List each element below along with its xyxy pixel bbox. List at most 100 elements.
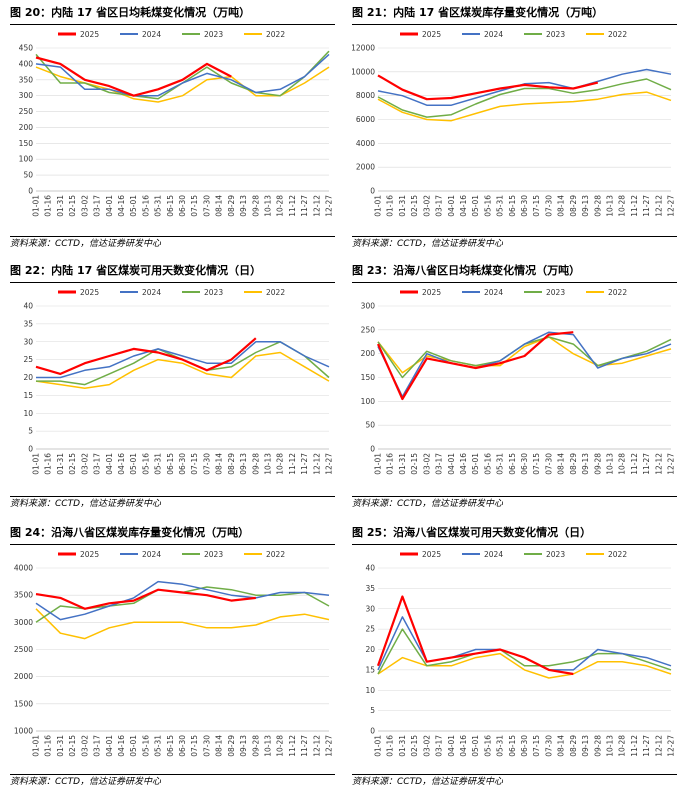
- legend-label-2025: 2025: [422, 288, 441, 297]
- x-tick-label: 05-01: [129, 735, 138, 757]
- x-tick-label: 08-14: [557, 195, 566, 217]
- y-tick-label: 200: [361, 349, 376, 358]
- x-tick-label: 01-31: [398, 195, 407, 217]
- x-tick-label: 09-28: [593, 195, 602, 217]
- x-tick-label: 05-01: [471, 735, 480, 757]
- series-line-2025: [377, 74, 599, 101]
- x-tick-label: 10-13: [605, 453, 614, 475]
- y-tick-label: 40: [365, 564, 375, 573]
- x-tick-label: 10-13: [263, 735, 272, 757]
- series-line-2022: [377, 91, 672, 122]
- y-tick-label: 300: [19, 91, 34, 100]
- x-tick-label: 06-15: [508, 735, 517, 757]
- x-tick-label: 08-29: [569, 735, 578, 757]
- x-tick-label: 01-01: [32, 195, 41, 217]
- x-tick-label: 04-16: [459, 453, 468, 475]
- y-tick-label: 250: [19, 107, 34, 116]
- legend-label-2024: 2024: [142, 550, 161, 559]
- series-line-2025: [35, 588, 256, 610]
- y-tick-label: 20: [23, 373, 33, 382]
- x-tick-label: 07-30: [202, 195, 211, 217]
- x-tick-label: 08-29: [227, 735, 236, 757]
- x-tick-label: 10-28: [618, 735, 627, 757]
- y-tick-label: 35: [23, 319, 33, 328]
- x-tick-label: 10-28: [618, 453, 627, 475]
- series-line-2022: [35, 608, 330, 640]
- chart-title: 图 23：沿海八省区日均耗煤变化情况（万吨）: [352, 264, 581, 277]
- y-tick-label: 0: [370, 727, 375, 736]
- chart-panel-coastal-daily-consumption: 图 23：沿海八省区日均耗煤变化情况（万吨） 2025 2024 2023 2022 0…: [352, 262, 677, 518]
- line-chart: 2025 2024 2023 2022 0 50 100 150 200 250 300 350 400…: [19, 30, 334, 217]
- x-tick-label: 01-31: [398, 453, 407, 475]
- legend-label-2024: 2024: [484, 550, 503, 559]
- x-tick-label: 07-15: [532, 735, 541, 757]
- x-tick-label: 03-17: [93, 453, 102, 475]
- x-tick-label: 04-16: [459, 195, 468, 217]
- x-tick-label: 04-01: [105, 735, 114, 757]
- x-tick-label: 12-27: [325, 195, 334, 217]
- chart-panel-inland-available-days: 图 22：内陆 17 省区煤炭可用天数变化情况（日） 2025 2024 2023 2…: [10, 262, 335, 518]
- y-tick-label: 0: [28, 187, 33, 196]
- y-tick-label: 0: [370, 445, 375, 454]
- x-tick-label: 05-31: [496, 453, 505, 475]
- chart-panel-inland-daily-consumption: 图 20：内陆 17 省区日均耗煤变化情况（万吨） 2025 2024 2023 20…: [10, 4, 335, 260]
- y-tick-label: 2000: [356, 163, 375, 172]
- x-tick-label: 11-12: [288, 195, 297, 217]
- legend-label-2025: 2025: [80, 288, 99, 297]
- y-tick-label: 6000: [356, 115, 375, 124]
- x-tick-label: 02-15: [410, 195, 419, 217]
- x-tick-label: 05-16: [141, 735, 150, 757]
- series-line-2023: [35, 50, 330, 100]
- source-note: 资料来源：CCTD，信达证券研发中心: [352, 499, 503, 509]
- series-line-2025: [376, 331, 574, 401]
- x-tick-label: 06-30: [520, 735, 529, 757]
- x-tick-label: 04-16: [117, 453, 126, 475]
- y-tick-label: 35: [365, 584, 375, 593]
- legend-label-2025: 2025: [80, 30, 99, 39]
- x-tick-label: 01-31: [398, 735, 407, 757]
- x-tick-label: 06-30: [520, 453, 529, 475]
- x-tick-label: 04-01: [447, 453, 456, 475]
- x-tick-label: 11-27: [642, 195, 651, 217]
- x-tick-label: 02-15: [68, 453, 77, 475]
- chart-title: 图 24：沿海八省区煤炭库存量变化情况（万吨）: [10, 526, 250, 539]
- chart-title: 图 22：内陆 17 省区煤炭可用天数变化情况（日）: [10, 264, 262, 277]
- legend: 2025 2024 2023 2022: [400, 30, 627, 39]
- series-line-2023: [377, 78, 672, 118]
- x-tick-label: 03-02: [422, 195, 431, 217]
- x-tick-label: 11-27: [642, 453, 651, 475]
- y-tick-label: 250: [361, 325, 376, 334]
- x-tick-label: 08-14: [557, 453, 566, 475]
- series-line-2025: [35, 337, 257, 376]
- x-tick-label: 01-01: [374, 453, 383, 475]
- x-tick-label: 01-31: [56, 735, 65, 757]
- x-tick-label: 03-17: [93, 195, 102, 217]
- x-tick-label: 11-27: [300, 453, 309, 475]
- x-tick-label: 12-12: [654, 195, 663, 217]
- legend-label-2022: 2022: [608, 288, 627, 297]
- x-tick-label: 09-28: [251, 735, 260, 757]
- x-tick-label: 08-14: [557, 735, 566, 757]
- y-tick-label: 30: [365, 604, 375, 613]
- x-tick-label: 03-17: [435, 453, 444, 475]
- x-tick-label: 12-12: [312, 453, 321, 475]
- title-rule: [352, 282, 677, 283]
- chart-panel-inland-inventory: 图 21：内陆 17 省区煤炭库存量变化情况（万吨） 2025 2024 2023 2…: [352, 4, 677, 260]
- x-tick-label: 08-29: [227, 453, 236, 475]
- y-tick-label: 200: [19, 123, 34, 132]
- title-rule: [352, 24, 677, 25]
- legend-label-2023: 2023: [546, 30, 565, 39]
- x-tick-label: 11-27: [300, 735, 309, 757]
- legend-label-2024: 2024: [484, 30, 503, 39]
- x-tick-label: 05-16: [483, 453, 492, 475]
- x-tick-label: 10-28: [276, 195, 285, 217]
- x-tick-label: 03-17: [435, 195, 444, 217]
- x-tick-label: 11-12: [630, 453, 639, 475]
- y-tick-label: 8000: [356, 91, 375, 100]
- series-line-2024: [35, 580, 330, 621]
- x-tick-label: 04-01: [105, 453, 114, 475]
- x-tick-label: 03-02: [80, 735, 89, 757]
- x-tick-label: 10-13: [263, 453, 272, 475]
- x-tick-label: 05-31: [154, 453, 163, 475]
- x-tick-label: 09-13: [239, 453, 248, 475]
